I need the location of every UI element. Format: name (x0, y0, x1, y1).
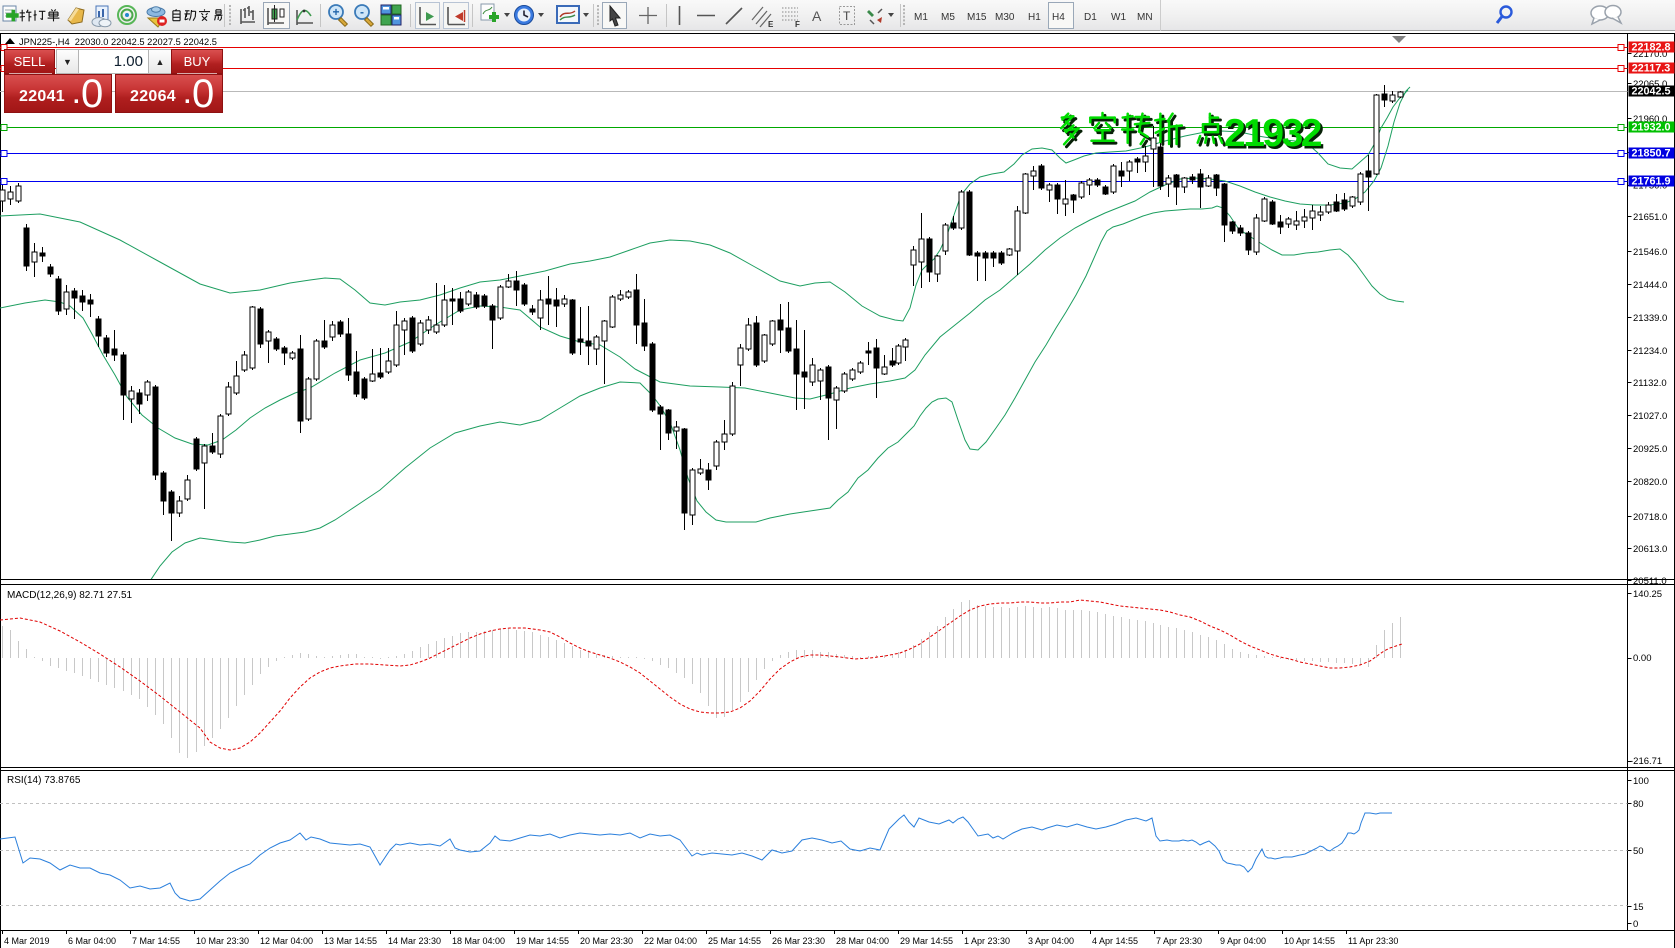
svg-text:20 Mar 23:30: 20 Mar 23:30 (580, 936, 633, 946)
svg-text:1 Apr 23:30: 1 Apr 23:30 (964, 936, 1010, 946)
svg-text:-216.71: -216.71 (1630, 756, 1662, 767)
svg-text:22117.3: 22117.3 (1632, 63, 1670, 75)
svg-text:18 Mar 04:00: 18 Mar 04:00 (452, 936, 505, 946)
svg-text:21850.7: 21850.7 (1631, 148, 1670, 160)
svg-text:22 Mar 04:00: 22 Mar 04:00 (644, 936, 697, 946)
svg-text:JPN225-,H4 22030.0 22042.5 22: JPN225-,H4 22030.0 22042.5 22027.5 22042… (19, 37, 217, 47)
svg-text:RSI(14) 73.8765: RSI(14) 73.8765 (7, 775, 81, 786)
svg-text:140.25: 140.25 (1633, 589, 1662, 600)
svg-text:21444.0: 21444.0 (1633, 280, 1667, 291)
svg-text:20511.0: 20511.0 (1633, 576, 1667, 587)
svg-text:-: - (360, 5, 364, 19)
svg-text:22042.5: 22042.5 (1631, 86, 1670, 98)
svg-text:21932.0: 21932.0 (1631, 122, 1670, 134)
svg-text:25 Mar 14:55: 25 Mar 14:55 (708, 936, 761, 946)
svg-text:26 Mar 23:30: 26 Mar 23:30 (772, 936, 825, 946)
svg-text:50: 50 (1633, 846, 1644, 857)
svg-text:M1: M1 (914, 12, 928, 23)
svg-text:0: 0 (1633, 919, 1638, 930)
svg-text:0.00: 0.00 (1633, 653, 1652, 664)
svg-text:MN: MN (1137, 12, 1153, 23)
svg-text:80: 80 (1633, 799, 1644, 810)
svg-text:22065.0: 22065.0 (1633, 79, 1667, 90)
svg-text:MACD(12,26,9) 82.71 27.51: MACD(12,26,9) 82.71 27.51 (7, 590, 133, 601)
svg-text:H4: H4 (1052, 12, 1065, 23)
svg-text:M30: M30 (995, 12, 1015, 23)
svg-text:29 Mar 14:55: 29 Mar 14:55 (900, 936, 953, 946)
svg-text:11 Apr 23:30: 11 Apr 23:30 (1348, 936, 1398, 946)
svg-text:4 Mar 2019: 4 Mar 2019 (4, 936, 50, 946)
svg-text:100: 100 (1633, 776, 1649, 787)
svg-text:19 Mar 14:55: 19 Mar 14:55 (516, 936, 569, 946)
svg-text:21339.0: 21339.0 (1633, 313, 1667, 324)
svg-text:3 Apr 04:00: 3 Apr 04:00 (1028, 936, 1074, 946)
svg-text:28 Mar 04:00: 28 Mar 04:00 (836, 936, 889, 946)
svg-text:W1: W1 (1111, 12, 1126, 23)
svg-text:21234.0: 21234.0 (1633, 346, 1667, 357)
svg-text:21960.0: 21960.0 (1633, 114, 1667, 125)
svg-text:20925.0: 20925.0 (1633, 444, 1667, 455)
svg-text:6 Mar 04:00: 6 Mar 04:00 (68, 936, 116, 946)
svg-text:22182.8: 22182.8 (1631, 42, 1670, 54)
svg-text:F: F (795, 20, 800, 29)
svg-text:4 Apr 14:55: 4 Apr 14:55 (1092, 936, 1138, 946)
svg-text:7 Apr 23:30: 7 Apr 23:30 (1156, 936, 1202, 946)
svg-text:7 Mar 14:55: 7 Mar 14:55 (132, 936, 180, 946)
svg-text:10 Mar 23:30: 10 Mar 23:30 (196, 936, 249, 946)
svg-text:H1: H1 (1028, 12, 1041, 23)
svg-text:22170.0: 22170.0 (1633, 49, 1667, 60)
svg-text:21132.0: 21132.0 (1633, 378, 1667, 389)
svg-text:12 Mar 04:00: 12 Mar 04:00 (260, 936, 313, 946)
svg-text:15: 15 (1633, 902, 1644, 913)
svg-text:21546.0: 21546.0 (1633, 247, 1667, 258)
svg-text:A: A (812, 8, 822, 24)
svg-text:20718.0: 20718.0 (1633, 512, 1667, 523)
svg-text:10 Apr 14:55: 10 Apr 14:55 (1284, 936, 1335, 946)
svg-text:9 Apr 04:00: 9 Apr 04:00 (1220, 936, 1266, 946)
svg-text:21651.0: 21651.0 (1633, 212, 1667, 223)
svg-text:20613.0: 20613.0 (1633, 544, 1667, 555)
svg-text:D1: D1 (1084, 12, 1097, 23)
svg-text:21932: 21932 (1224, 112, 1322, 155)
svg-text:21932: 21932 (1226, 114, 1324, 157)
svg-text:21761.9: 21761.9 (1631, 176, 1670, 188)
svg-text:14 Mar 23:30: 14 Mar 23:30 (388, 936, 441, 946)
svg-text:M15: M15 (967, 12, 987, 23)
svg-text:20820.0: 20820.0 (1633, 477, 1667, 488)
svg-text:M5: M5 (941, 12, 955, 23)
svg-text:13 Mar 14:55: 13 Mar 14:55 (324, 936, 377, 946)
svg-text:21027.0: 21027.0 (1633, 411, 1667, 422)
svg-text:E: E (768, 20, 774, 29)
svg-text:T: T (843, 9, 851, 23)
svg-text:+: + (332, 5, 339, 19)
